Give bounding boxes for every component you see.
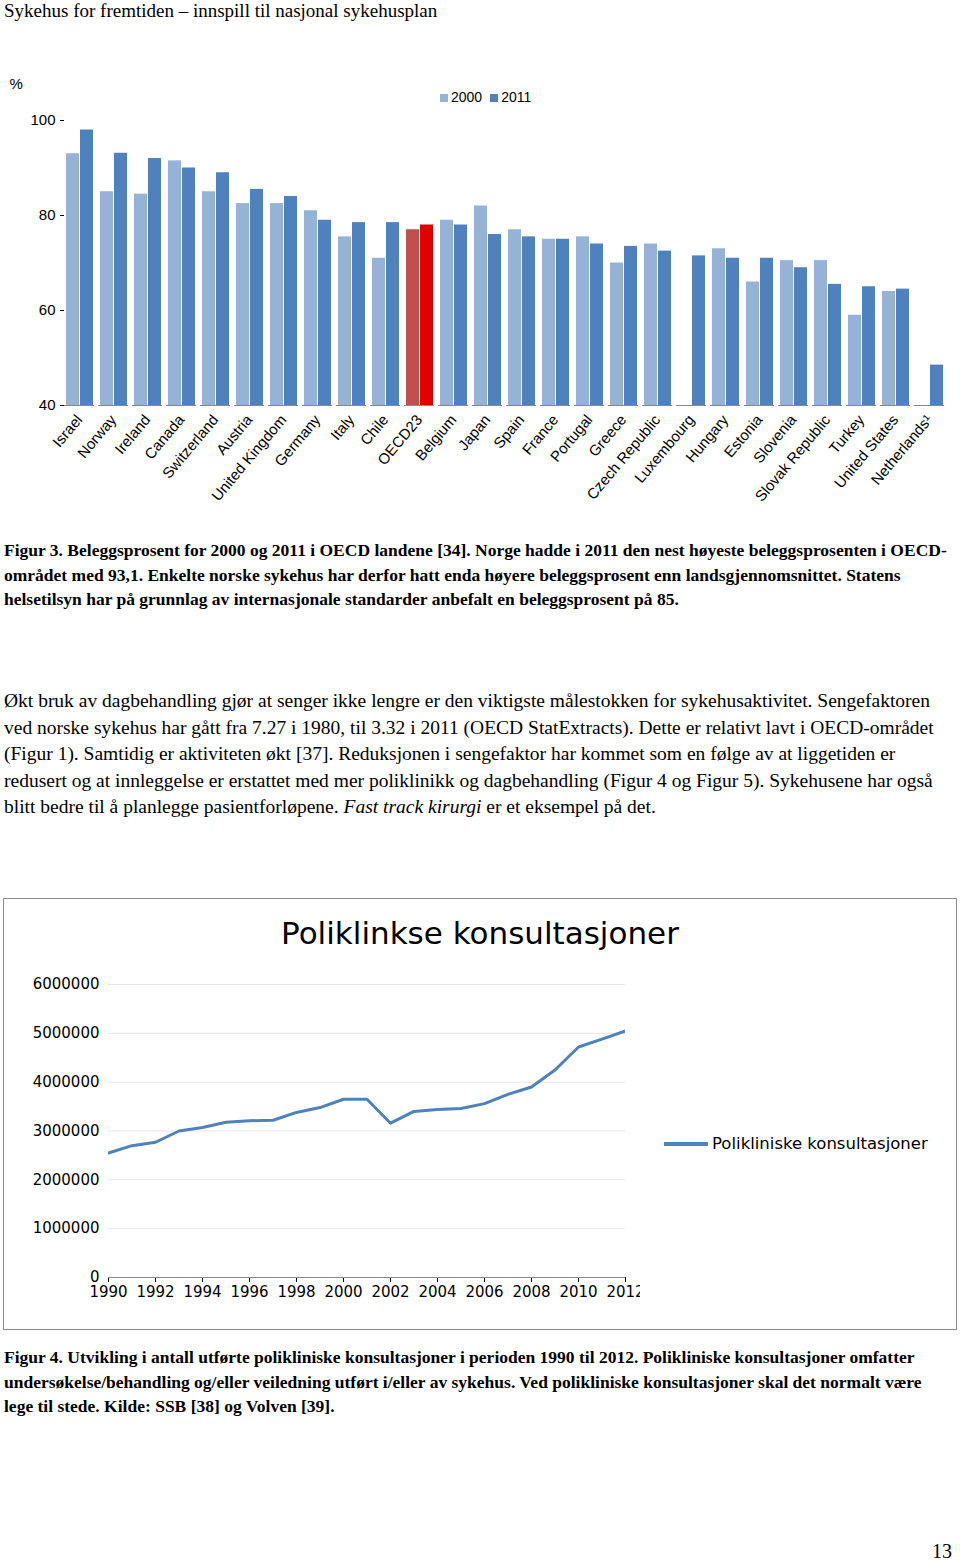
svg-text:1998: 1998 — [277, 1283, 315, 1301]
svg-text:Ireland: Ireland — [111, 411, 154, 458]
svg-text:2000: 2000 — [324, 1283, 362, 1301]
svg-text:2006: 2006 — [465, 1283, 503, 1301]
svg-text:Italy: Italy — [327, 411, 358, 443]
svg-text:Turkey: Turkey — [825, 411, 868, 457]
svg-text:Canada: Canada — [140, 411, 188, 463]
svg-text:Portugal: Portugal — [547, 411, 596, 465]
svg-text:1996: 1996 — [230, 1283, 268, 1301]
svg-text:Czech Republic: Czech Republic — [582, 411, 664, 503]
html-text:Polikliniske konsultasjoner: Polikliniske konsultasjoner — [712, 1134, 928, 1153]
svg-text:Slovak Republic: Slovak Republic — [751, 411, 833, 505]
html-text:Poliklinkse konsultasjoner: Poliklinkse konsultasjoner — [281, 915, 679, 951]
svg-text:2004: 2004 — [418, 1283, 456, 1301]
svg-text:Belgium: Belgium — [412, 411, 460, 463]
html-text:13: 13 — [932, 1540, 952, 1561]
svg-text:Hungary: Hungary — [682, 411, 732, 466]
html-text:2011: 2011 — [501, 89, 532, 105]
svg-text:2010: 2010 — [559, 1283, 597, 1301]
svg-text:Netherlands¹: Netherlands¹ — [867, 411, 935, 488]
svg-text:United States: United States — [830, 411, 902, 492]
svg-text:Switzerland: Switzerland — [158, 411, 222, 482]
svg-text:0: 0 — [90, 1268, 100, 1287]
svg-text:2012: 2012 — [606, 1283, 640, 1301]
svg-text:Luxembourg: Luxembourg — [630, 411, 698, 486]
svg-text:Israel: Israel — [48, 411, 86, 451]
svg-text:Germany: Germany — [271, 411, 324, 470]
svg-text:40: 40 — [39, 396, 56, 413]
svg-text:OECD23: OECD23 — [374, 411, 426, 468]
svg-text:Japan: Japan — [454, 411, 493, 453]
svg-text:Slovenia: Slovenia — [749, 411, 800, 467]
svg-text:100: 100 — [30, 111, 55, 128]
svg-text:2000000: 2000000 — [33, 1171, 100, 1189]
svg-text:Greece: Greece — [584, 411, 630, 460]
html-text:Økt bruk av dagbehandling gjør: Økt bruk av dagbehandling gjør at senger… — [4, 690, 934, 818]
svg-text:Austria: Austria — [212, 411, 256, 458]
svg-text:1994: 1994 — [183, 1283, 221, 1301]
svg-text:1992: 1992 — [136, 1283, 174, 1301]
svg-text:Estonia: Estonia — [720, 411, 766, 461]
html-text:Figur 3. Beleggsprosent for 20: Figur 3. Beleggsprosent for 2000 og 2011… — [4, 540, 947, 609]
svg-text:1990: 1990 — [89, 1283, 127, 1301]
svg-text:Chile: Chile — [356, 411, 392, 449]
svg-text:Spain: Spain — [489, 411, 528, 452]
svg-text:2002: 2002 — [371, 1283, 409, 1301]
html-text:Sykehus for fremtiden – innspi: Sykehus for fremtiden – innspill til nas… — [4, 0, 438, 21]
svg-text:80: 80 — [39, 206, 56, 223]
svg-text:Norway: Norway — [74, 411, 120, 461]
svg-text:United Kingdom: United Kingdom — [207, 411, 290, 504]
svg-text:%: % — [10, 75, 23, 92]
svg-text:5000000: 5000000 — [33, 1024, 100, 1042]
svg-text:2008: 2008 — [512, 1283, 550, 1301]
svg-text:4000000: 4000000 — [33, 1073, 100, 1091]
svg-text:60: 60 — [39, 301, 56, 318]
html-text:2000: 2000 — [451, 89, 483, 105]
html-text:Figur 4. Utvikling i antall ut: Figur 4. Utvikling i antall utførte poli… — [4, 1347, 922, 1416]
svg-text:1000000: 1000000 — [33, 1219, 100, 1237]
svg-text:France: France — [518, 411, 562, 458]
svg-text:6000000: 6000000 — [33, 975, 100, 993]
svg-text:3000000: 3000000 — [33, 1122, 100, 1140]
